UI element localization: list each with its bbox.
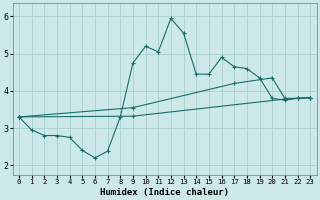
- X-axis label: Humidex (Indice chaleur): Humidex (Indice chaleur): [100, 188, 229, 197]
